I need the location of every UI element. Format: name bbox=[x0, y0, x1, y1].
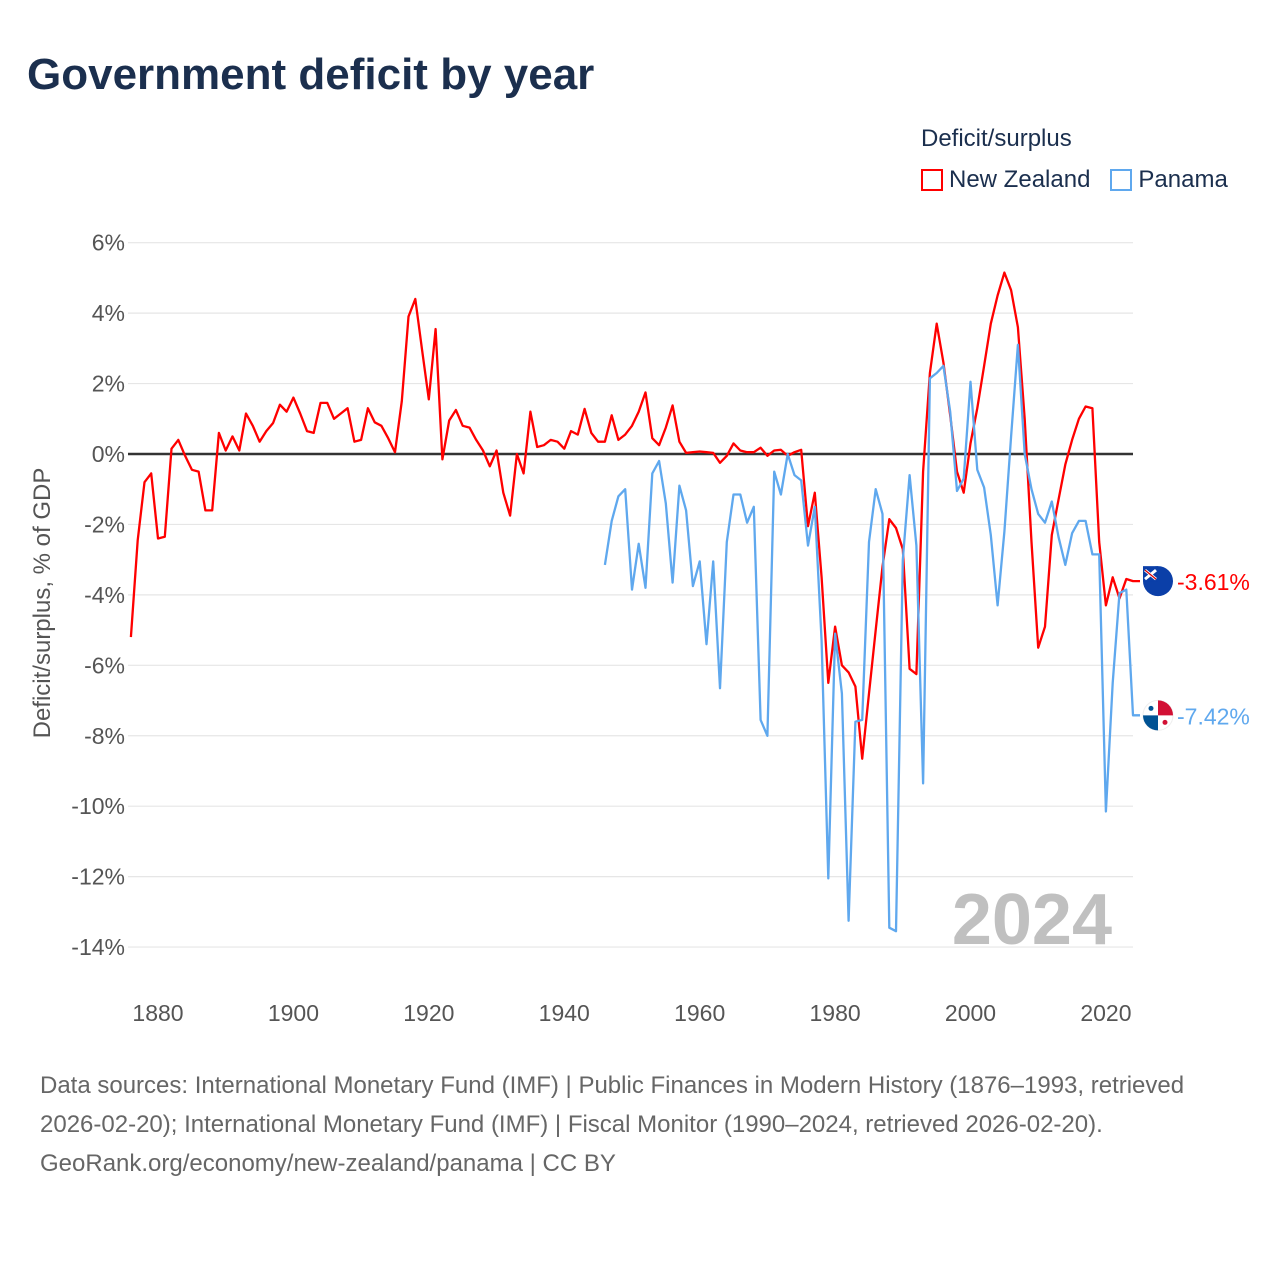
y-tick-label: -6% bbox=[84, 652, 125, 678]
legend-title: Deficit/surplus bbox=[921, 125, 1072, 152]
x-tick-label: 1920 bbox=[403, 1000, 454, 1026]
y-tick-label: -4% bbox=[84, 582, 125, 608]
end-value-label: -7.42% bbox=[1177, 703, 1250, 729]
series-line-panama bbox=[603, 343, 1140, 933]
x-tick-label: 1880 bbox=[132, 1000, 183, 1026]
legend-label: New Zealand bbox=[949, 166, 1091, 193]
series-line-new-zealand bbox=[129, 271, 1140, 760]
end-value-label: -3.61% bbox=[1177, 569, 1250, 595]
y-tick-label: -8% bbox=[84, 723, 125, 749]
x-tick-label: 2020 bbox=[1080, 1000, 1131, 1026]
flag-star-blue bbox=[1148, 705, 1154, 711]
legend-swatch bbox=[921, 169, 943, 191]
y-tick-label: -14% bbox=[71, 934, 125, 960]
flag-star-red bbox=[1162, 719, 1168, 725]
y-tick-label: 2% bbox=[92, 371, 125, 397]
y-tick-label: 6% bbox=[92, 230, 125, 256]
x-tick-label: 1900 bbox=[268, 1000, 319, 1026]
y-axis-label: Deficit/surplus, % of GDP bbox=[29, 468, 56, 739]
x-tick-label: 1980 bbox=[810, 1000, 861, 1026]
legend-item-new-zealand[interactable]: New Zealand bbox=[921, 166, 1090, 194]
legend-item-panama[interactable]: Panama bbox=[1110, 166, 1228, 194]
y-tick-label: 4% bbox=[92, 300, 125, 326]
data-sources: Data sources: International Monetary Fun… bbox=[40, 1072, 1185, 1138]
footer: Data sources: International Monetary Fun… bbox=[40, 1066, 1240, 1183]
x-tick-label: 1940 bbox=[539, 1000, 590, 1026]
panama-flag-icon bbox=[1142, 699, 1174, 731]
year-watermark: 2024 bbox=[952, 880, 1112, 960]
page-title: Government deficit by year bbox=[27, 50, 595, 99]
flag-blue-quarter bbox=[1143, 715, 1158, 731]
y-tick-label: -2% bbox=[84, 511, 125, 537]
x-tick-label: 2000 bbox=[945, 1000, 996, 1026]
source-link[interactable]: GeoRank.org/economy/new-zealand/panama |… bbox=[40, 1150, 616, 1177]
flag-cross-red bbox=[1144, 569, 1157, 580]
y-tick-label: 0% bbox=[92, 441, 125, 467]
new-zealand-flag-icon bbox=[1143, 566, 1173, 597]
legend-swatch bbox=[1110, 169, 1133, 191]
legend-label: Panama bbox=[1138, 166, 1228, 193]
y-tick-label: -10% bbox=[71, 793, 125, 819]
y-tick-label: -12% bbox=[71, 864, 125, 890]
x-tick-label: 1960 bbox=[674, 1000, 725, 1026]
legend: New Zealand Panama bbox=[921, 166, 1228, 194]
flag-red-quarter bbox=[1158, 700, 1173, 716]
